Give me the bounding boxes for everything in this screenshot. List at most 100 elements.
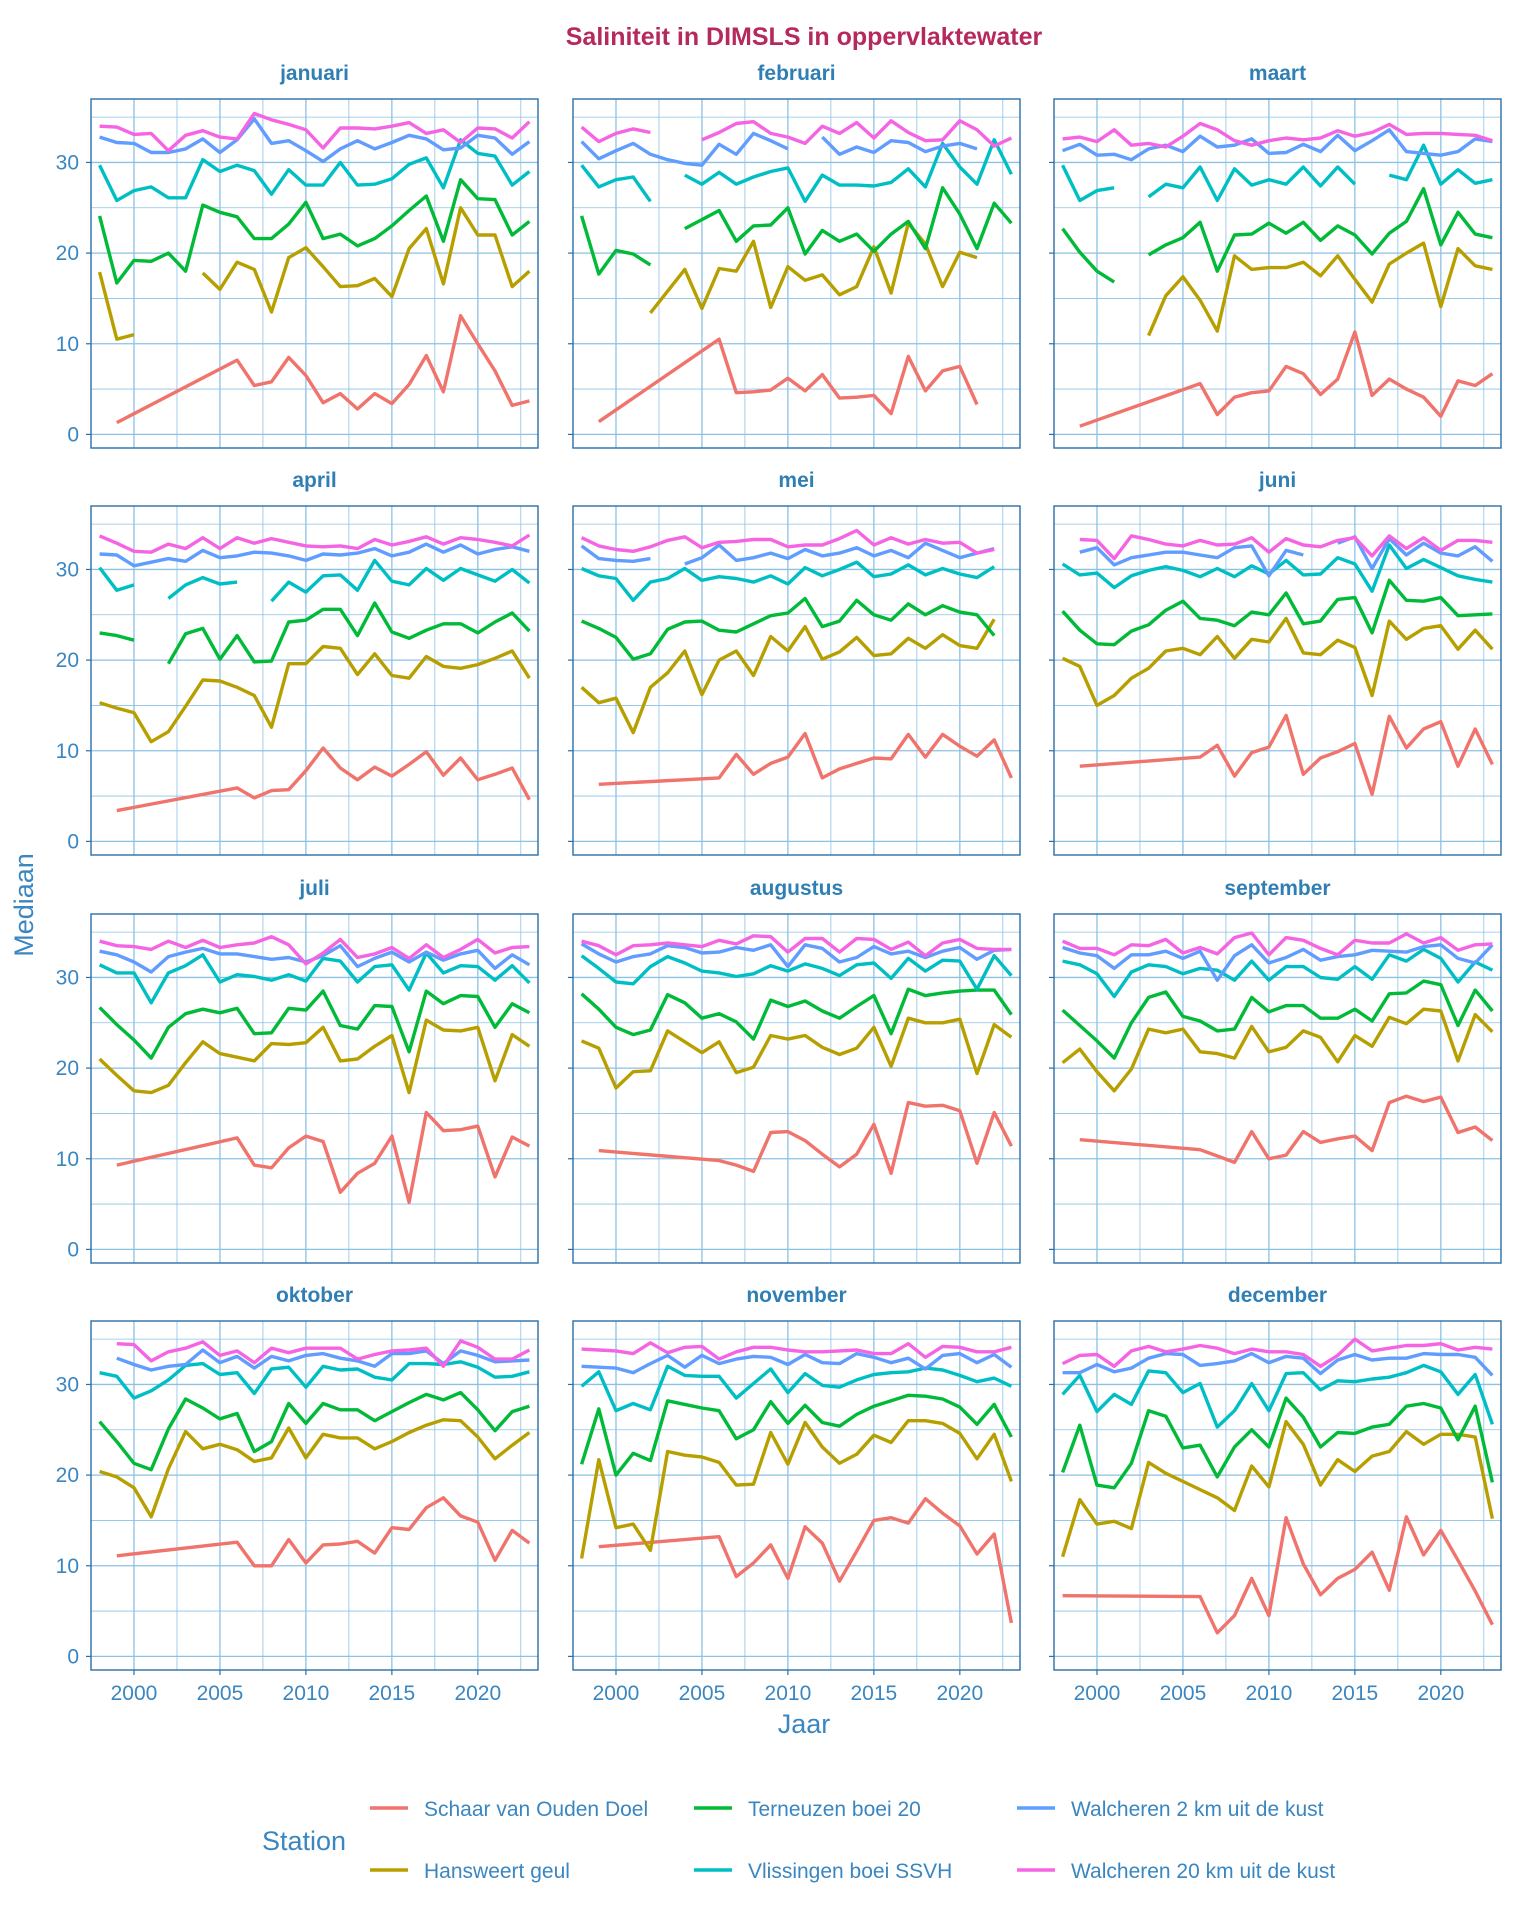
- y-tick-label: 0: [67, 1238, 79, 1261]
- series-line-3: [98, 558, 531, 603]
- panel-grid-lines: [572, 1321, 1020, 1670]
- legend-label: Walcheren 20 km uit de kust: [1071, 1860, 1335, 1883]
- series-line-4: [1062, 1351, 1494, 1377]
- series-line-5: [1061, 931, 1493, 957]
- panel-title-mei: mei: [778, 469, 814, 492]
- x-tick-label: 2010: [1246, 1682, 1293, 1705]
- x-tick-label: 2020: [936, 1682, 983, 1705]
- panel-border: [1053, 98, 1502, 449]
- series-line-4: [1062, 128, 1493, 162]
- panel-border: [90, 1320, 539, 1671]
- series-line-1: [580, 1016, 1013, 1090]
- y-tick-label: 0: [67, 423, 79, 446]
- panel-augustus: augustus: [568, 877, 1021, 1264]
- panel-juli: juli 0 10 20 30: [56, 877, 539, 1264]
- panel-border: [90, 505, 539, 856]
- series-line-4: [580, 541, 995, 566]
- legend-item: Terneuzen boei 20: [694, 1798, 921, 1821]
- panel-border: [572, 98, 1021, 449]
- series-line-0: [1079, 330, 1494, 428]
- panel-april: april 0 10 20 30: [56, 469, 539, 856]
- series-line-5: [99, 111, 531, 153]
- series-line-4: [580, 942, 1012, 969]
- panel-oktober: oktober 0 10 20 30 2000 2005 2010 2015 2020: [56, 1284, 539, 1705]
- series-line-5: [1079, 534, 1493, 561]
- series-line-5: [580, 119, 1013, 148]
- panel-grid: januari 0 10 20 30 februari maart april 0 10 20 30 m…: [56, 62, 1502, 1705]
- x-tick-label: 2015: [1332, 1682, 1379, 1705]
- panel-border: [90, 98, 539, 449]
- legend-item: Hansweert geul: [370, 1860, 570, 1883]
- series-line-3: [98, 138, 531, 203]
- x-axis-label: Jaar: [778, 1709, 831, 1739]
- series-line-2: [98, 989, 531, 1060]
- series-line-5: [581, 1341, 1012, 1361]
- x-tick-label: 2005: [1160, 1682, 1207, 1705]
- series-line-4: [1079, 535, 1494, 578]
- legend-title: Station: [262, 1826, 346, 1856]
- series-line-2: [580, 596, 996, 661]
- series-line-0: [116, 746, 531, 813]
- panel-title-juni: juni: [1258, 469, 1296, 492]
- legend-item: Schaar van Ouden Doel: [370, 1798, 648, 1821]
- series-line-2: [99, 601, 531, 665]
- series-line-3: [580, 1364, 1013, 1413]
- series-line-1: [649, 221, 978, 314]
- series-line-0: [598, 1100, 1013, 1175]
- panel-border: [1053, 1320, 1502, 1671]
- series-line-2: [579, 1393, 1013, 1477]
- legend-item: Vlissingen boei SSVH: [694, 1860, 952, 1883]
- series-line-4: [116, 1348, 530, 1372]
- legend-label: Terneuzen boei 20: [748, 1798, 921, 1821]
- series-line-0: [597, 337, 979, 424]
- x-tick-label: 2010: [283, 1682, 330, 1705]
- panel-title-maart: maart: [1249, 62, 1306, 85]
- series-line-3: [580, 560, 996, 602]
- panel-title-november: november: [746, 1284, 846, 1307]
- panel-grid-lines: [1053, 99, 1501, 448]
- series-line-1: [580, 618, 996, 735]
- series-line-1: [97, 206, 531, 341]
- series-line-4: [99, 117, 531, 164]
- x-tick-label: 2005: [197, 1682, 244, 1705]
- y-tick-label: 30: [56, 966, 79, 989]
- x-tick-label: 2015: [369, 1682, 416, 1705]
- x-tick-label: 2000: [593, 1682, 640, 1705]
- x-tick-label: 2000: [111, 1682, 158, 1705]
- panel-januari: januari 0 10 20 30: [56, 62, 539, 449]
- y-tick-label: 10: [56, 1555, 79, 1578]
- panel-title-augustus: augustus: [750, 877, 843, 900]
- series-line-3: [1061, 1363, 1495, 1429]
- y-tick-label: 30: [56, 151, 79, 174]
- x-tick-label: 2015: [851, 1682, 898, 1705]
- panel-border: [572, 913, 1021, 1264]
- panel-maart: maart: [1049, 62, 1502, 449]
- y-tick-label: 20: [56, 242, 79, 265]
- series-line-1: [579, 1419, 1013, 1559]
- series-line-2: [579, 186, 1013, 276]
- legend-label: Walcheren 2 km uit de kust: [1071, 1798, 1324, 1821]
- legend-item: Walcheren 20 km uit de kust: [1017, 1860, 1335, 1883]
- x-tick-label: 2005: [679, 1682, 726, 1705]
- y-tick-label: 20: [56, 1464, 79, 1487]
- series-line-4: [580, 131, 978, 167]
- series-line-1: [1061, 616, 1494, 708]
- panel-grid-lines: [90, 506, 538, 855]
- y-tick-label: 10: [56, 740, 79, 763]
- y-tick-label: 0: [67, 1645, 79, 1668]
- series-line-2: [98, 1390, 530, 1472]
- series-line-4: [1062, 943, 1494, 982]
- series-line-5: [98, 533, 531, 554]
- series-line-1: [1147, 241, 1493, 337]
- series-line-3: [580, 138, 1013, 204]
- panel-november: november 2000 2005 2010 2015 2020: [568, 1284, 1021, 1705]
- panel-border: [1053, 505, 1502, 856]
- series-line-2: [1061, 979, 1494, 1060]
- x-tick-label: 2000: [1074, 1682, 1121, 1705]
- series-line-0: [1062, 1515, 1494, 1635]
- panel-september: september: [1049, 877, 1502, 1264]
- panel-februari: februari: [568, 62, 1021, 449]
- panel-grid-lines: [1053, 914, 1501, 1263]
- panel-border: [572, 505, 1021, 856]
